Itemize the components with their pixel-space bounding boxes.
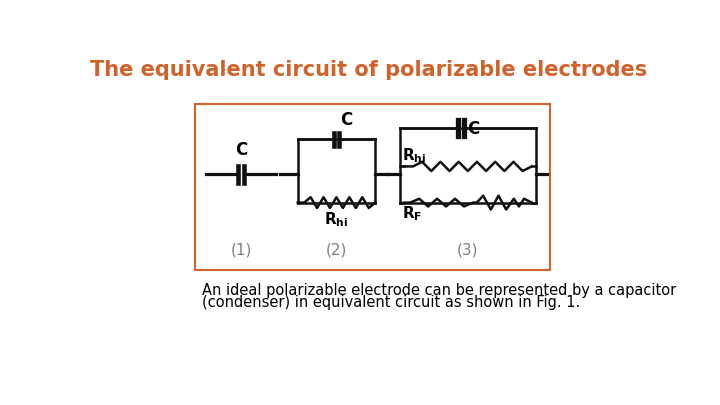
Text: C: C	[341, 111, 353, 129]
Text: $\mathbf{R_{hi}}$: $\mathbf{R_{hi}}$	[402, 146, 426, 165]
Text: $\mathbf{R_{hi}}$: $\mathbf{R_{hi}}$	[324, 210, 348, 229]
Text: (3): (3)	[456, 243, 478, 258]
Text: The equivalent circuit of polarizable electrodes: The equivalent circuit of polarizable el…	[91, 60, 647, 80]
Text: An ideal polarizable electrode can be represented by a capacitor: An ideal polarizable electrode can be re…	[202, 284, 677, 298]
Text: (1): (1)	[230, 243, 252, 258]
Bar	[194, 104, 549, 270]
Text: $\mathbf{R_F}$: $\mathbf{R_F}$	[402, 204, 423, 223]
Text: (condenser) in equivalent circuit as shown in Fig. 1.: (condenser) in equivalent circuit as sho…	[202, 295, 580, 310]
Text: C: C	[467, 120, 479, 138]
Text: (2): (2)	[325, 243, 347, 258]
Text: C: C	[235, 141, 247, 160]
